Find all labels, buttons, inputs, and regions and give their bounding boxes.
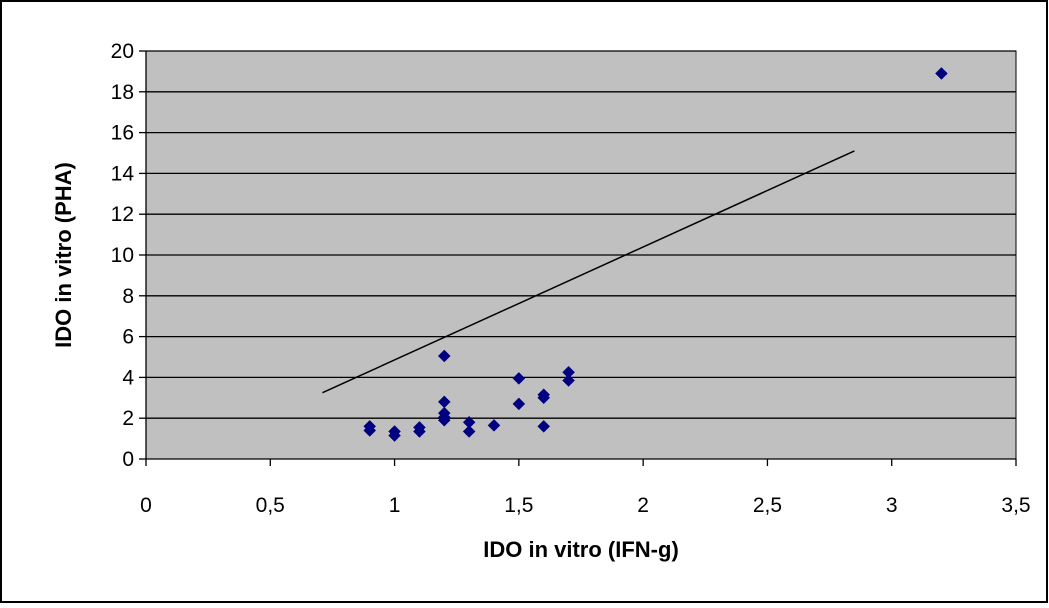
y-tick-label-4: 4 <box>122 366 134 389</box>
y-tick-label-2: 2 <box>122 407 134 430</box>
x-tick-label-2: 2 <box>637 494 649 517</box>
data-point-15 <box>512 397 526 411</box>
data-point-14 <box>512 372 526 385</box>
y-tick-label-20: 20 <box>111 40 134 63</box>
x-axis-ticks: 0 0,5 1 1,5 2 2,5 3 3,5 <box>140 459 1031 517</box>
data-point-21 <box>935 67 948 80</box>
x-tick-label-0.5: 0,5 <box>256 494 285 517</box>
y-tick-label-12: 12 <box>111 203 134 226</box>
x-tick-label-1.5: 1,5 <box>504 494 533 517</box>
data-point-3 <box>388 429 401 442</box>
y-tick-label-10: 10 <box>111 244 134 267</box>
y-tick-label-18: 18 <box>111 81 134 104</box>
y-tick-label-6: 6 <box>122 326 134 349</box>
data-point-1 <box>363 424 377 437</box>
data-point-20 <box>562 374 575 387</box>
gridlines <box>146 50 1016 419</box>
x-tick-label-3.5: 3,5 <box>1001 494 1030 517</box>
x-tick-label-1: 1 <box>389 494 401 517</box>
data-point-5 <box>413 425 426 438</box>
trendline <box>322 150 855 394</box>
y-tick-label-14: 14 <box>111 162 135 185</box>
data-point-17 <box>537 391 551 405</box>
y-tick-label-0: 0 <box>122 448 134 471</box>
data-point-18 <box>537 420 551 433</box>
data-point-13 <box>487 418 501 432</box>
y-tick-label-16: 16 <box>111 122 134 145</box>
x-tick-label-0: 0 <box>140 494 152 517</box>
x-axis-title: IDO in vitro (IFN-g) <box>483 537 679 562</box>
data-point-6 <box>437 349 451 363</box>
y-axis-title: IDO in vitro (PHA) <box>51 162 76 348</box>
x-tick-label-2.5: 2,5 <box>753 494 782 517</box>
y-axis-ticks: 0 2 4 6 8 10 12 14 16 18 20 <box>111 40 146 471</box>
data-point-12 <box>462 425 476 438</box>
x-tick-label-3: 3 <box>886 494 898 517</box>
data-points <box>363 67 948 442</box>
data-point-10 <box>437 413 451 427</box>
y-tick-label-8: 8 <box>122 285 134 308</box>
trendline-group <box>322 150 855 394</box>
